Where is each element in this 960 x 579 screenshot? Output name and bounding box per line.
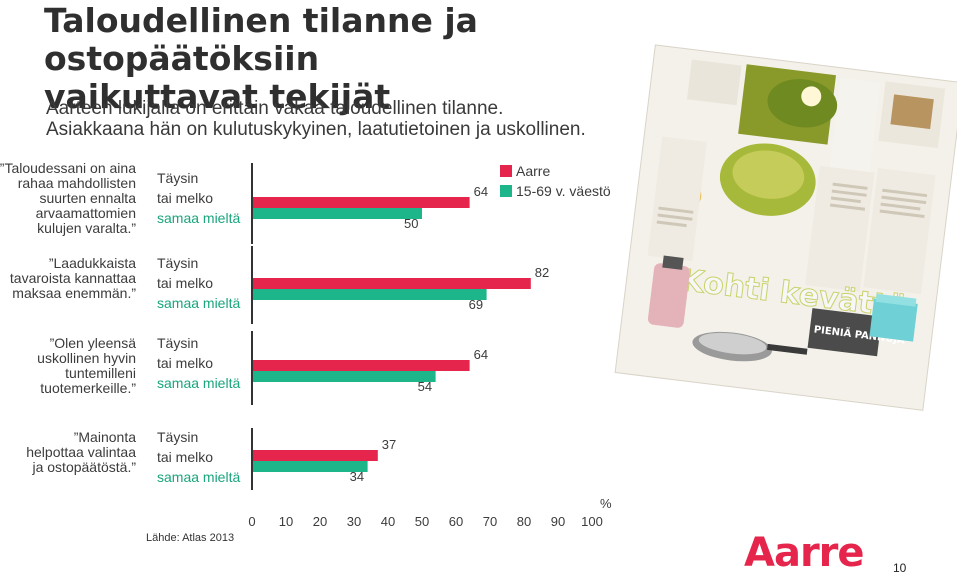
x-axis-unit: %	[600, 496, 612, 511]
answer-label-line: samaa mieltä	[157, 375, 240, 391]
value-label-population: 69	[469, 297, 483, 312]
statement-line: suurten ennalta	[39, 190, 136, 206]
x-tick-label: 90	[551, 514, 565, 529]
value-label-population: 34	[350, 469, 364, 484]
answer-label-line: tai melko	[157, 190, 213, 206]
statement-line: ”Olen yleensä	[50, 335, 137, 351]
legend-swatch	[500, 185, 512, 197]
x-tick-label: 50	[415, 514, 429, 529]
page-title-line-1: Taloudellinen tilanne ja ostopäätöksiin	[44, 1, 478, 78]
bar-population	[253, 461, 368, 472]
x-tick-label: 60	[449, 514, 463, 529]
answer-label-line: Täysin	[157, 255, 198, 271]
page-title-line-2: vaikuttavat tekijät	[44, 77, 391, 116]
x-tick-label: 100	[581, 514, 603, 529]
value-label-aarre: 64	[474, 347, 488, 362]
statement-line: kulujen varalta.”	[37, 220, 136, 236]
answer-label-line: samaa mieltä	[157, 469, 240, 485]
statement-line: rahaa mahdollisten	[18, 175, 136, 191]
answer-label-line: tai melko	[157, 355, 213, 371]
value-label-population: 50	[404, 216, 418, 231]
answer-label-line: Täysin	[157, 429, 198, 445]
bar-aarre	[253, 197, 470, 208]
legend-swatch	[500, 165, 512, 177]
bar-population	[253, 289, 487, 300]
page-title: Taloudellinen tilanne ja ostopäätöksiin …	[44, 2, 644, 116]
bar-population	[253, 371, 436, 382]
bar-aarre	[253, 360, 470, 371]
statement-line: tavaroista kannattaa	[10, 270, 136, 286]
statement-line: tuntemilleni	[65, 365, 136, 381]
answer-label-line: samaa mieltä	[157, 210, 240, 226]
answer-label-line: Täysin	[157, 170, 198, 186]
statement-line: tuotemerkeille.”	[40, 380, 136, 396]
x-tick-label: 0	[248, 514, 255, 529]
statement-line: uskollinen hyvin	[37, 350, 136, 366]
x-tick-label: 10	[279, 514, 293, 529]
x-tick-label: 70	[483, 514, 497, 529]
value-label-aarre: 37	[382, 437, 396, 452]
value-label-aarre: 82	[535, 265, 549, 280]
source-note: Lähde: Atlas 2013	[146, 532, 235, 544]
page-subtitle-line-1: Aarteen lukijalla on erittäin vakaa talo…	[46, 98, 504, 119]
page-number: 10	[893, 561, 907, 575]
magazine-spread-image: Kohti kevättä PIENIÄ PANNUJA	[614, 44, 957, 411]
x-tick-label: 80	[517, 514, 531, 529]
x-tick-label: 20	[313, 514, 327, 529]
statement-line: ja ostopäätöstä.”	[31, 459, 136, 475]
answer-label-line: tai melko	[157, 449, 213, 465]
statement-line: ”Mainonta	[74, 429, 136, 445]
x-tick-label: 30	[347, 514, 361, 529]
aarre-logo-text: Aarre	[744, 530, 864, 574]
statement-line: maksaa enemmän.”	[12, 285, 136, 301]
value-label-population: 54	[418, 379, 432, 394]
statement-line: arvaamattomien	[36, 205, 136, 221]
bar-aarre	[253, 450, 378, 461]
legend-label: Aarre	[516, 163, 550, 179]
answer-label-line: tai melko	[157, 275, 213, 291]
aarre-logo: Aarre	[744, 530, 865, 574]
statement-line: ”Taloudessani on aina	[0, 160, 136, 176]
answer-label-line: Täysin	[157, 335, 198, 351]
answer-label-line: samaa mieltä	[157, 295, 240, 311]
page-subtitle-line-2: Asiakkaana hän on kulutuskykyinen, laatu…	[46, 119, 586, 140]
x-tick-label: 40	[381, 514, 395, 529]
statement-line: ”Laadukkaista	[49, 255, 136, 271]
value-label-aarre: 64	[474, 184, 488, 199]
bar-aarre	[253, 278, 531, 289]
statement-line: helpottaa valintaa	[26, 444, 136, 460]
page-subtitle: Aarteen lukijalla on erittäin vakaa talo…	[46, 98, 666, 140]
legend-label: 15-69 v. väestö	[516, 183, 611, 199]
bar-population	[253, 208, 422, 219]
